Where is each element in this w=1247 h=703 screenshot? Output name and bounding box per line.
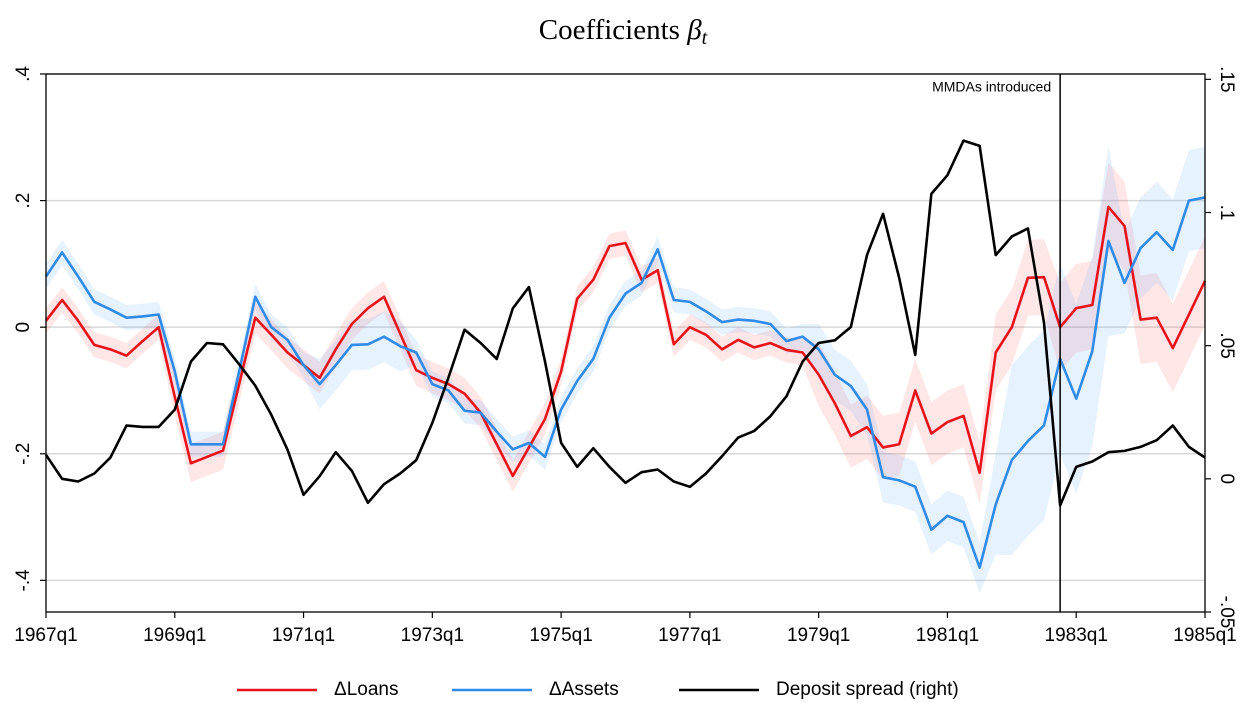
- chart-title: Coefficients βt: [539, 14, 708, 49]
- y2-tick-label: 0: [1216, 474, 1237, 485]
- annotation-text: MMDAs introduced: [932, 79, 1051, 95]
- y-tick-label: .4: [13, 66, 34, 82]
- title-subscript: t: [702, 27, 708, 49]
- confidence-band: [46, 146, 1205, 594]
- title-text: Coefficients: [539, 14, 680, 46]
- x-tick-label: 1983q1: [1045, 625, 1108, 646]
- x-tick-label: 1973q1: [401, 625, 464, 646]
- title-symbol: β: [686, 14, 702, 46]
- series-line: [44, 196, 1206, 569]
- y-tick-label: 0: [13, 322, 34, 333]
- y-tick-label: -.4: [13, 569, 34, 592]
- y-tick-label: -.2: [13, 443, 34, 465]
- x-tick-label: 1981q1: [916, 625, 979, 646]
- legend-label: Deposit spread (right): [776, 679, 959, 700]
- x-tick-label: 1979q1: [787, 625, 850, 646]
- y2-tick-label: .05: [1216, 332, 1237, 358]
- y2-tick-label: .15: [1216, 66, 1237, 92]
- series-line: [44, 205, 1207, 478]
- x-tick-label: 1977q1: [658, 625, 721, 646]
- plot-frame: [45, 73, 1206, 613]
- x-tick-label: 1967q1: [14, 625, 77, 646]
- y-tick-label: .2: [13, 193, 34, 209]
- legend-label: ΔLoans: [334, 679, 398, 700]
- x-tick-label: 1975q1: [529, 625, 592, 646]
- y2-tick-label: -.05: [1216, 596, 1237, 629]
- x-tick-label: 1969q1: [143, 625, 206, 646]
- series-line: [44, 139, 1206, 507]
- y2-tick-label: .1: [1216, 205, 1237, 221]
- x-tick-label: 1971q1: [272, 625, 335, 646]
- legend-label: ΔAssets: [549, 679, 619, 700]
- confidence-band: [46, 162, 1205, 505]
- x-tick-label: 1985q1: [1173, 625, 1236, 646]
